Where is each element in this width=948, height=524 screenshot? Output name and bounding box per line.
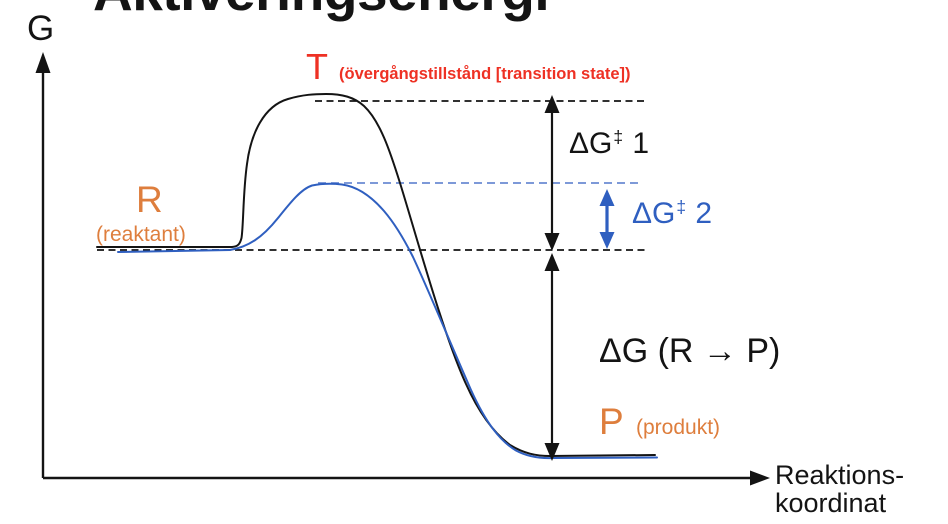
product-letter: P [599, 401, 624, 442]
dg1-arrowhead-up-icon [544, 95, 560, 113]
dg1-label: ΔG‡ 1 [569, 128, 649, 159]
blue-energy-curve [117, 182, 658, 460]
page-title: Aktiveringsenergi [93, 0, 550, 19]
dg-rp-arrowhead-up-icon [544, 253, 560, 271]
dg2-arrowhead-down-icon [599, 232, 615, 249]
product-note: (produkt) [636, 416, 721, 439]
dg2-number: 2 [687, 197, 713, 230]
y-axis-label: G [27, 9, 55, 48]
x-axis-label: Reaktions- koordinat [775, 461, 904, 517]
dg1-arrow [544, 95, 560, 251]
dg-rp-arrowhead-down-icon [544, 443, 560, 461]
transition-state-label: T (övergångstillstånd [transition state]… [306, 49, 631, 85]
dg2-label: ΔG‡ 2 [632, 198, 712, 229]
transition-letter: T [306, 46, 328, 87]
reactant-letter: R [136, 179, 163, 220]
transition-note: (övergångstillstånd [transition state]) [339, 65, 631, 83]
dg2-base: ΔG [632, 197, 676, 230]
dg1-dagger: ‡ [613, 127, 624, 148]
x-axis-label-line1: Reaktions- [775, 460, 905, 490]
dg2-dagger: ‡ [676, 197, 687, 218]
reactant-note: (reaktant) [96, 223, 186, 246]
dg-rp-label: ΔG (R → P) [599, 332, 781, 370]
y-axis [35, 52, 51, 478]
x-axis-label-line2: koordinat [775, 488, 887, 518]
dg1-base: ΔG [569, 127, 613, 160]
dg1-arrowhead-down-icon [544, 233, 560, 251]
dg-rp-arrow [544, 253, 560, 461]
dg2-arrow [599, 189, 615, 249]
y-axis-arrowhead-icon [35, 52, 51, 73]
x-axis-arrowhead-icon [750, 470, 770, 486]
dg1-number: 1 [624, 127, 650, 160]
black-energy-curve [96, 92, 656, 458]
x-axis [43, 470, 770, 486]
dg2-arrowhead-up-icon [599, 189, 615, 206]
